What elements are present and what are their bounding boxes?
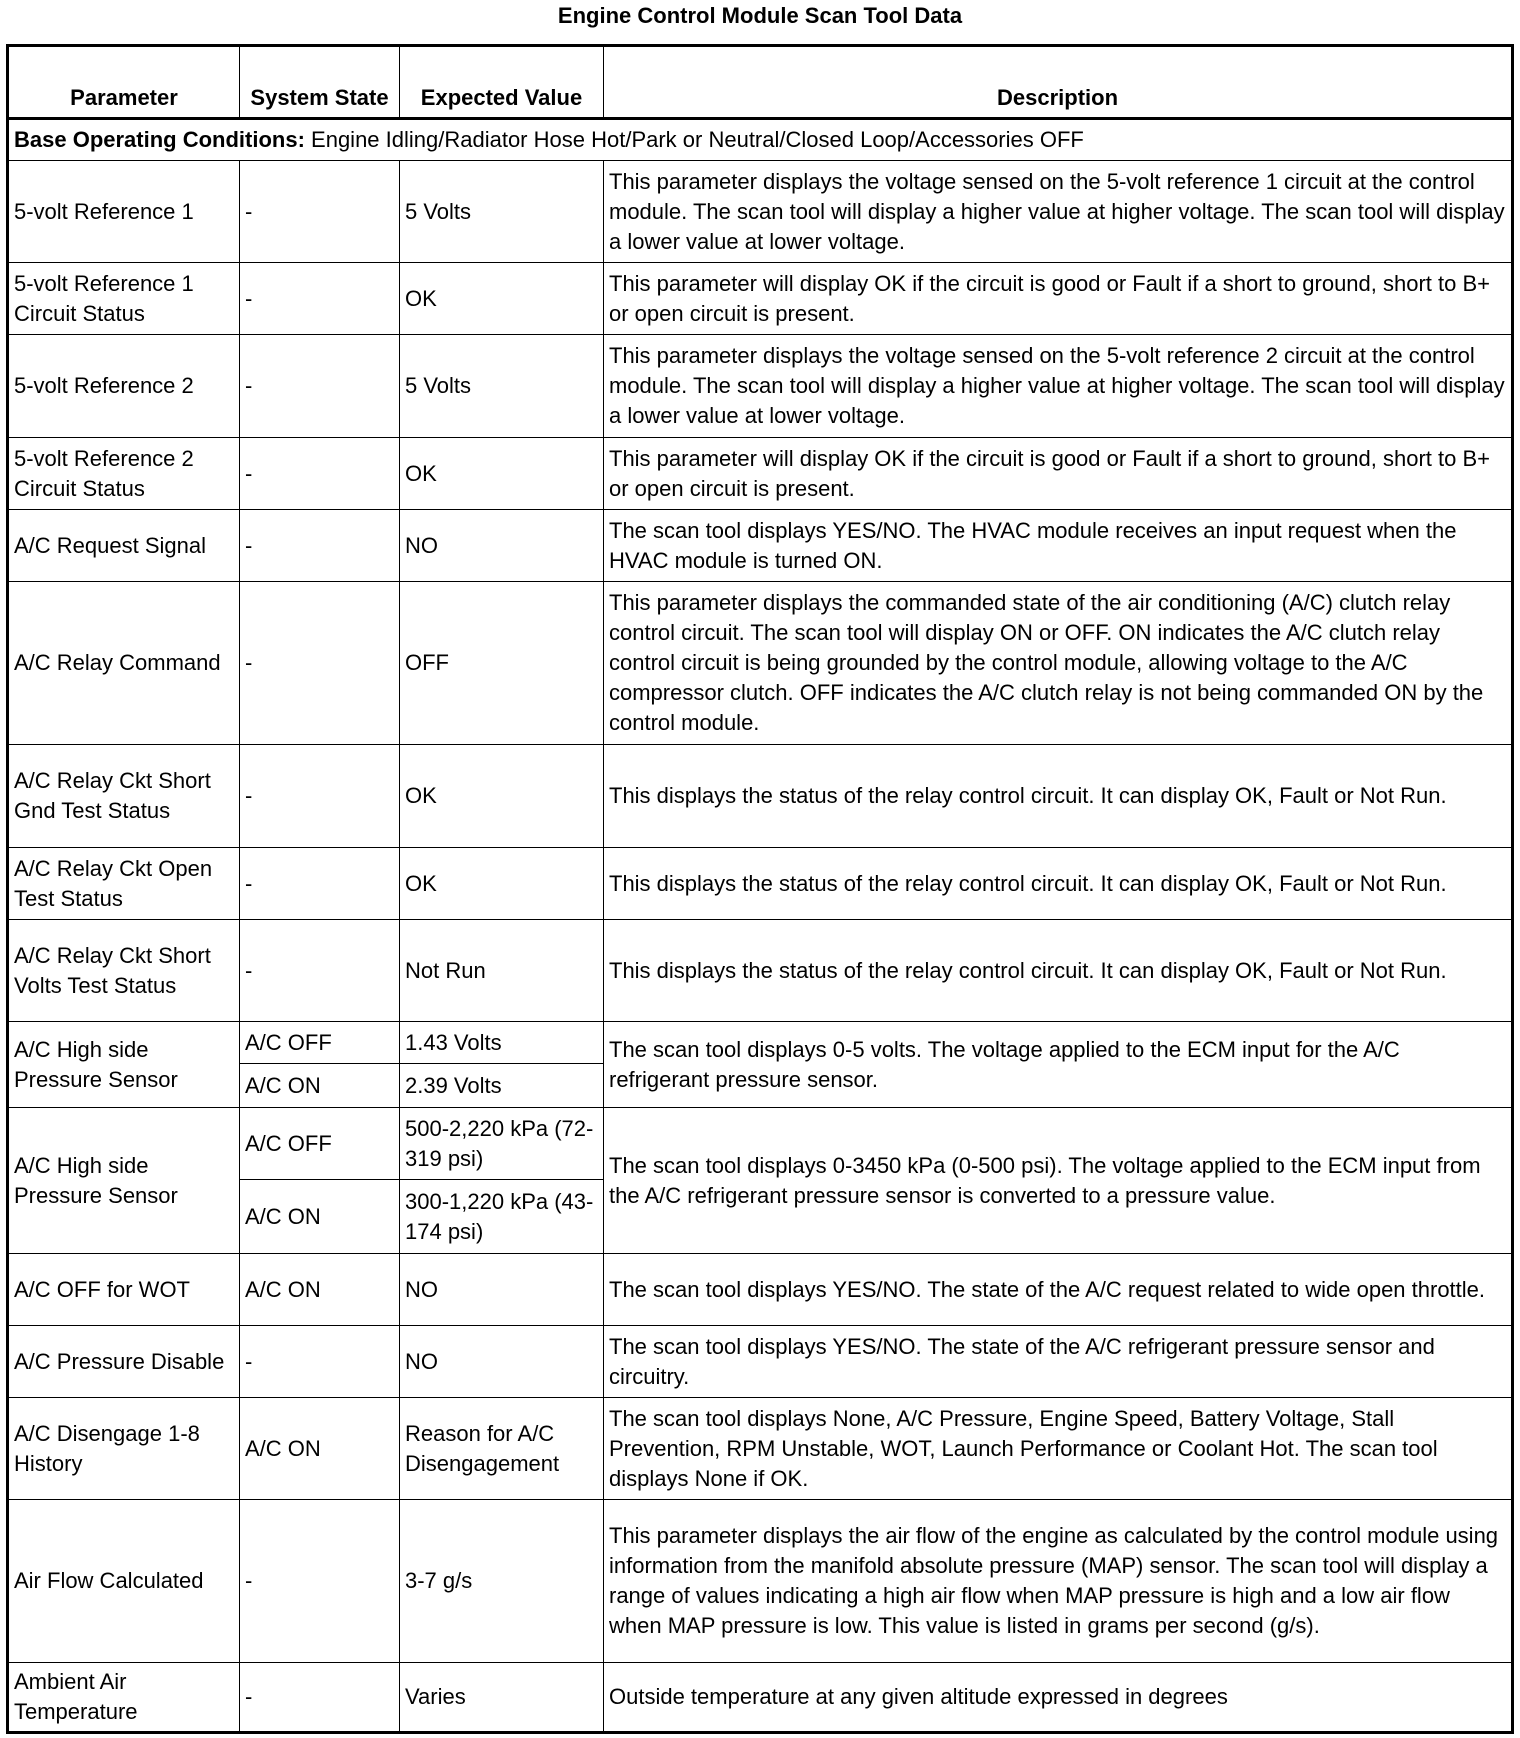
table-row: 5-volt Reference 2 Circuit Status - OK This… [7,437,1513,510]
description-cell: This displays the status of the relay co… [603,847,1513,920]
expected-value-cell: 5 Volts [399,334,604,438]
expected-value-cell: 500-2,220 kPa (72-319 psi) [399,1107,604,1180]
parameter-cell: A/C OFF for WOT [7,1253,240,1326]
expected-value-cell: NO [399,509,604,582]
column-header-description: Description [603,45,1513,120]
table-row: A/C Relay Ckt Short Gnd Test Status - OK Th… [7,744,1513,848]
description-cell: This parameter will display OK if the ci… [603,437,1513,510]
description-cell: Outside temperature at any given altitud… [603,1662,1513,1733]
description-cell: The scan tool displays YES/NO. The state… [603,1253,1513,1326]
parameter-cell: 5-volt Reference 1 Circuit Status [7,262,240,335]
table-row: A/C Pressure Disable - NO The scan tool dis… [7,1325,1513,1398]
table-row: A/C Disengage 1-8 History A/C ON Reason fo… [7,1397,1513,1500]
parameter-cell: A/C Relay Ckt Short Volts Test Status [7,919,240,1022]
column-header-expected-value: Expected Value [399,45,604,120]
table-row: A/C Relay Ckt Short Volts Test Status - No… [7,919,1513,1022]
description-cell: The scan tool displays None, A/C Pressur… [603,1397,1513,1500]
description-cell: The scan tool displays 0-5 volts. The vo… [603,1021,1513,1108]
expected-value-cell: Reason for A/C Disengagement [399,1397,604,1500]
expected-value-cell: OFF [399,581,604,745]
system-state-cell: - [239,1662,400,1733]
parameter-cell: A/C Relay Ckt Short Gnd Test Status [7,744,240,848]
table-row: A/C OFF for WOT A/C ON NO The scan tool dis… [7,1253,1513,1326]
table-row: A/C High side Pressure Sensor A/C OFF 1.43… [7,1021,1513,1108]
table-row: A/C Relay Ckt Open Test Status - OK This di… [7,847,1513,920]
system-state-cell: A/C ON [239,1063,400,1108]
parameter-cell: A/C Relay Command [7,581,240,745]
table-row: 5-volt Reference 1-5 Volts This parameter… [7,160,1513,263]
expected-value-cell: OK [399,744,604,848]
description-cell: This parameter displays the voltage sens… [603,334,1513,438]
parameter-cell: 5-volt Reference 2 [7,334,240,438]
column-header-system-state: System State [239,45,400,120]
expected-value-cell: NO [399,1253,604,1326]
base-conditions-text: Engine Idling/Radiator Hose Hot/Park or … [304,127,1084,152]
system-state-cell: A/C ON [239,1179,400,1254]
table-row: A/C High side Pressure Sensor A/C OFF 500-… [7,1107,1513,1254]
system-state-cell: - [239,1499,400,1663]
parameter-cell: Ambient Air Temperature [7,1662,240,1733]
description-cell: The scan tool displays YES/NO. The state… [603,1325,1513,1398]
expected-value-cell: OK [399,262,604,335]
base-conditions-label: Base Operating Conditions: [14,127,305,152]
expected-value-cell: Not Run [399,919,604,1022]
column-header-parameter: Parameter [7,45,240,120]
system-state-cell: A/C OFF [239,1107,400,1180]
expected-value-cell: 300-1,220 kPa (43-174 psi) [399,1179,604,1254]
table-row: Air Flow Calculated -3-7 g/s This paramete… [7,1499,1513,1663]
parameter-cell: A/C Pressure Disable [7,1325,240,1398]
document-title: Engine Control Module Scan Tool Data [557,3,963,28]
expected-value-cell: 1.43 Volts [399,1021,604,1064]
system-state-cell: A/C OFF [239,1021,400,1064]
system-state-cell: - [239,919,400,1022]
expected-value-cell: 3-7 g/s [399,1499,604,1663]
expected-value-cell: OK [399,847,604,920]
base-conditions-row: Base Operating Conditions: Engine Idling… [7,118,1513,161]
system-state-cell: - [239,744,400,848]
table-row: Ambient Air Temperature - Varies Outside te… [7,1662,1513,1733]
expected-value-cell: Varies [399,1662,604,1733]
table-row: 5-volt Reference 2-5 Volts This parameter… [7,334,1513,438]
description-cell: This displays the status of the relay co… [603,744,1513,848]
expected-value-cell: OK [399,437,604,510]
table-row: 5-volt Reference 1 Circuit Status - OK This… [7,262,1513,335]
description-cell: This parameter displays the commanded st… [603,581,1513,745]
system-state-cell: - [239,847,400,920]
table-row: A/C Request Signal - NO The scan tool displ… [7,509,1513,582]
system-state-cell: - [239,437,400,510]
parameter-cell: 5-volt Reference 1 [7,160,240,263]
description-cell: The scan tool displays YES/NO. The HVAC … [603,509,1513,582]
header-row: Parameter System State Expected Value De… [7,45,1513,120]
description-cell: This parameter displays the air flow of … [603,1499,1513,1663]
parameter-cell: A/C High side Pressure Sensor [7,1021,240,1108]
expected-value-cell: 2.39 Volts [399,1063,604,1108]
parameter-cell: Air Flow Calculated [7,1499,240,1663]
table-row: A/C Relay Command - OFF This parameter disp… [7,581,1513,745]
table-row: A/C ON 2.39 Volts [8,1063,1513,1108]
scan-tool-data-table: Parameter System State Expected Value De… [6,44,1514,1734]
system-state-cell: - [239,509,400,582]
description-cell: This displays the status of the relay co… [603,919,1513,1022]
system-state-cell: A/C ON [239,1397,400,1500]
parameter-cell: A/C High side Pressure Sensor [7,1107,240,1254]
parameter-cell: 5-volt Reference 2 Circuit Status [7,437,240,510]
expected-value-cell: NO [399,1325,604,1398]
system-state-cell: - [239,1325,400,1398]
system-state-cell: - [239,581,400,745]
parameter-cell: A/C Request Signal [7,509,240,582]
system-state-cell: A/C ON [239,1253,400,1326]
parameter-cell: A/C Relay Ckt Open Test Status [7,847,240,920]
expected-value-cell: 5 Volts [399,160,604,263]
description-cell: This parameter displays the voltage sens… [603,160,1513,263]
parameter-cell: A/C Disengage 1-8 History [7,1397,240,1500]
system-state-cell: - [239,160,400,263]
description-cell: The scan tool displays 0-3450 kPa (0-500… [603,1107,1513,1254]
system-state-cell: - [239,334,400,438]
description-cell: This parameter will display OK if the ci… [603,262,1513,335]
system-state-cell: - [239,262,400,335]
